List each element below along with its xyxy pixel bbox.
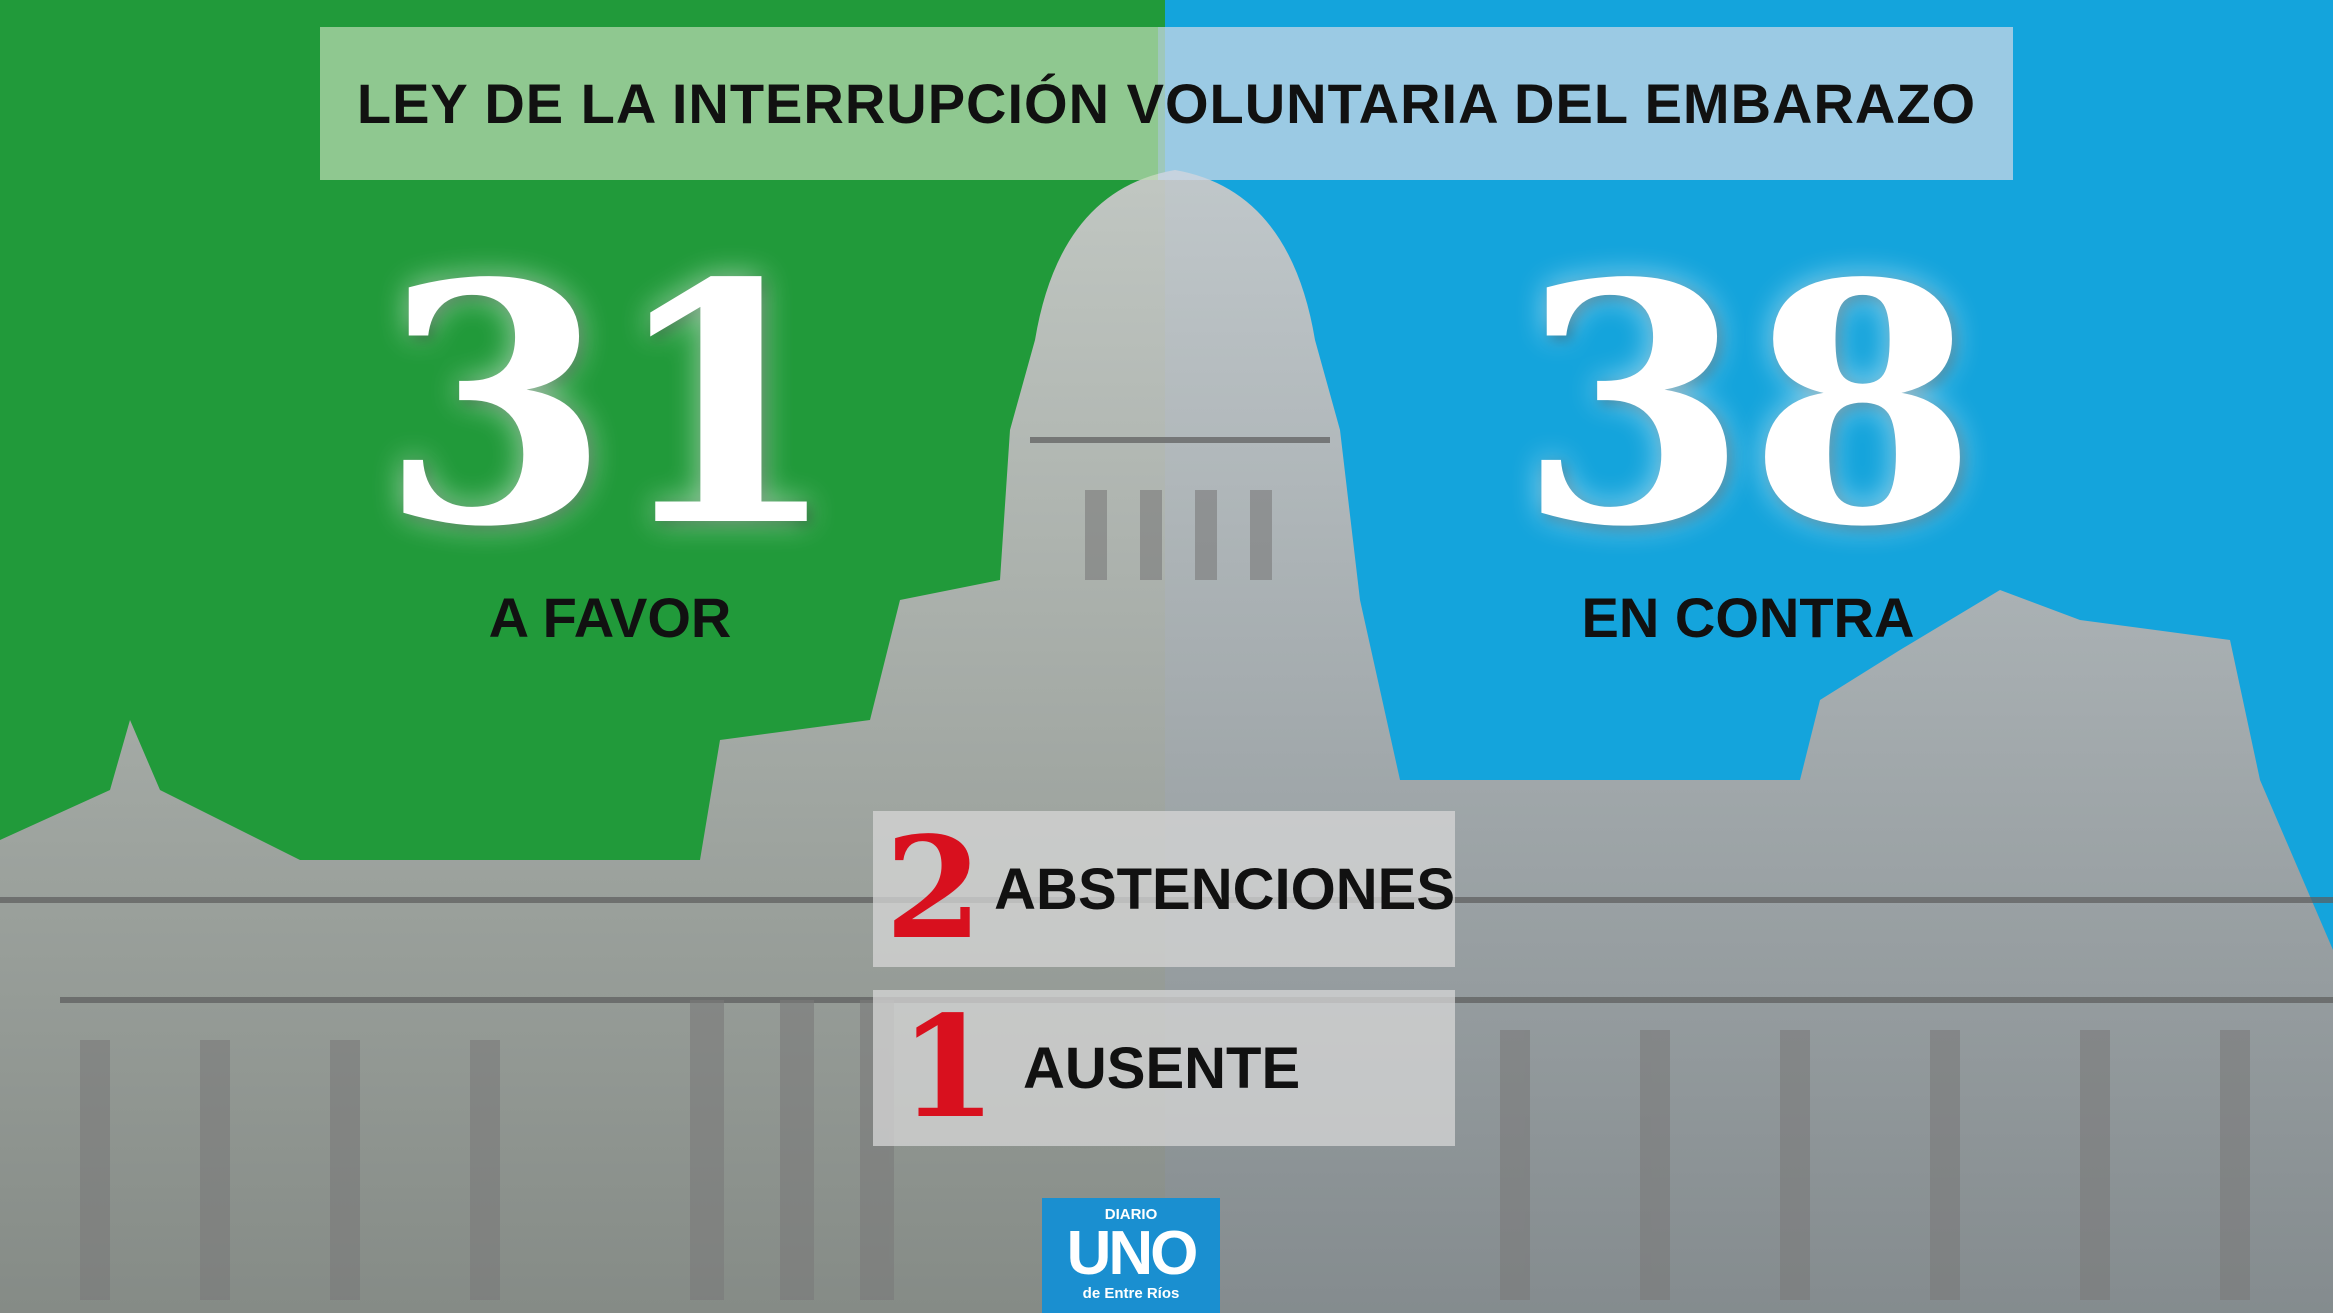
logo-top: DIARIO	[1104, 1206, 1158, 1223]
abstenciones-box: 2 ABSTENCIONES	[873, 807, 1455, 971]
abstenciones-count: 2	[884, 807, 983, 971]
abstenciones-label: ABSTENCIONES	[994, 856, 1455, 922]
favor-count: 31	[380, 211, 840, 599]
logo-bottom: de Entre Ríos	[1082, 1285, 1180, 1302]
ausente-count: 1	[899, 986, 997, 1150]
title: LEY DE LA INTERRUPCIÓN VOLUNTARIA DEL EM…	[320, 27, 2013, 180]
ausente-label: AUSENTE	[1023, 1035, 1301, 1101]
logo-name: UNO	[1066, 1219, 1199, 1288]
contra-count: 38	[1518, 211, 1978, 599]
favor-label: A FAVOR	[488, 586, 732, 649]
logo: DIARIO UNO de Entre Ríos	[1042, 1198, 1220, 1313]
ausente-box: 1 AUSENTE	[873, 986, 1455, 1150]
contra-label: EN CONTRA	[1581, 586, 1915, 649]
